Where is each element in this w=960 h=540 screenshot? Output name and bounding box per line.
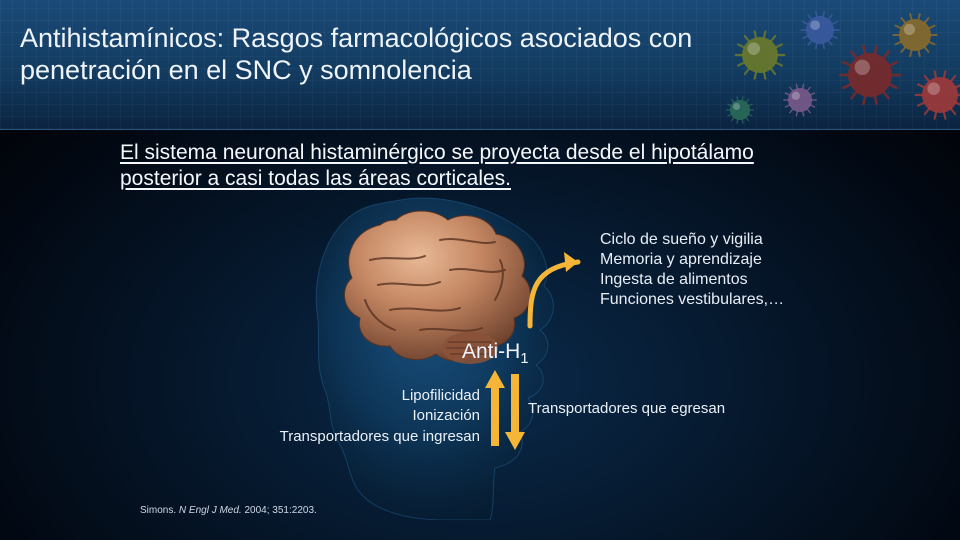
citation-author: Simons. (140, 505, 176, 516)
head-illustration (270, 170, 600, 520)
anti-h1-label: Anti-H1 (462, 340, 529, 367)
list-item: Ionización (220, 406, 480, 426)
citation-rest: 2004; 351:2203. (245, 505, 317, 516)
anti-h1-prefix: Anti-H (462, 340, 520, 363)
slide-title: Antihistamínicos: Rasgos farmacológicos … (20, 22, 760, 87)
list-item: Ciclo de sueño y vigilia (600, 230, 784, 250)
bidirectional-arrows-icon (480, 370, 530, 450)
list-item: Ingesta de alimentos (600, 270, 784, 290)
list-item: Lipofilicidad (220, 386, 480, 406)
list-item: Transportadores que ingresan (220, 427, 480, 447)
list-item: Memoria y aprendizaje (600, 250, 784, 270)
brain-projection-arrow-icon (520, 250, 610, 330)
citation: Simons. N Engl J Med. 2004; 351:2203. (140, 505, 317, 516)
left-properties-list: Lipofilicidad Ionización Transportadores… (220, 386, 480, 447)
right-properties: Transportadores que egresan (528, 400, 725, 417)
brain-functions-list: Ciclo de sueño y vigilia Memoria y apren… (600, 230, 784, 310)
citation-journal: N Engl J Med. (179, 505, 242, 516)
list-item: Funciones vestibulares,… (600, 290, 784, 310)
slide: Antihistamínicos: Rasgos farmacológicos … (0, 0, 960, 540)
anti-h1-sub: 1 (520, 351, 528, 367)
